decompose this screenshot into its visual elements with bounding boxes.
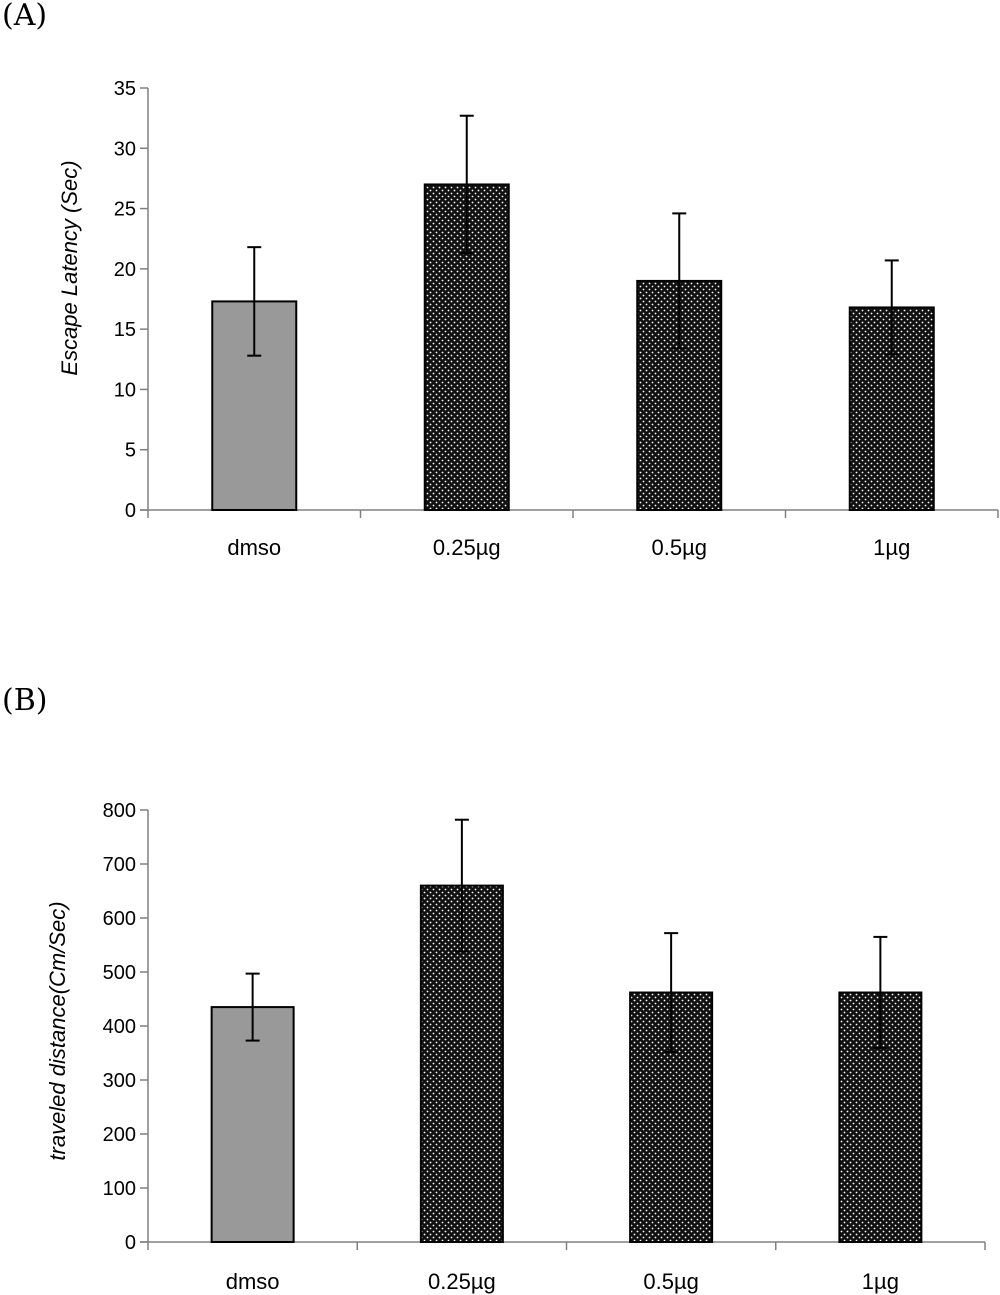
y-tick-label: 25	[114, 199, 136, 221]
panel-b-label: (B)	[2, 683, 48, 718]
y-axis-label: Escape Latency (Sec)	[57, 160, 82, 375]
y-tick-label: 0	[125, 1232, 136, 1254]
y-tick-label: 700	[103, 854, 136, 876]
x-category-label: 0.5µg	[652, 535, 708, 560]
y-axis-label: traveled distance(Cm/Sec)	[45, 901, 70, 1160]
y-tick-label: 400	[103, 1016, 136, 1038]
y-tick-label: 30	[114, 138, 136, 160]
y-tick-label: 10	[114, 379, 136, 401]
y-tick-label: 20	[114, 259, 136, 281]
panel-a-label: (A)	[2, 0, 48, 33]
bar-0	[210, 1006, 295, 1243]
y-tick-label: 100	[103, 1178, 136, 1200]
x-category-label: dmso	[227, 535, 281, 560]
y-tick-label: 35	[114, 78, 136, 100]
y-tick-label: 200	[103, 1124, 136, 1146]
x-category-label: 0.5µg	[643, 1269, 699, 1294]
x-category-label: dmso	[226, 1269, 280, 1294]
x-category-label: 0.25µg	[433, 535, 501, 560]
y-tick-label: 800	[103, 800, 136, 822]
y-tick-label: 5	[125, 440, 136, 462]
x-category-label: 1µg	[862, 1269, 899, 1294]
escape-latency-chart: 0 5 10 15 20 25 30 35 dmso 0.25µg 0.5µg 1µg Escape L…	[57, 78, 999, 560]
y-tick-label: 0	[125, 500, 136, 522]
y-tick-label: 15	[114, 319, 136, 341]
y-tick-label: 500	[103, 962, 136, 984]
x-category-label: 0.25µg	[428, 1269, 496, 1294]
x-category-label: 1µg	[873, 535, 910, 560]
y-tick-label: 600	[103, 908, 136, 930]
y-tick-label: 300	[103, 1070, 136, 1092]
